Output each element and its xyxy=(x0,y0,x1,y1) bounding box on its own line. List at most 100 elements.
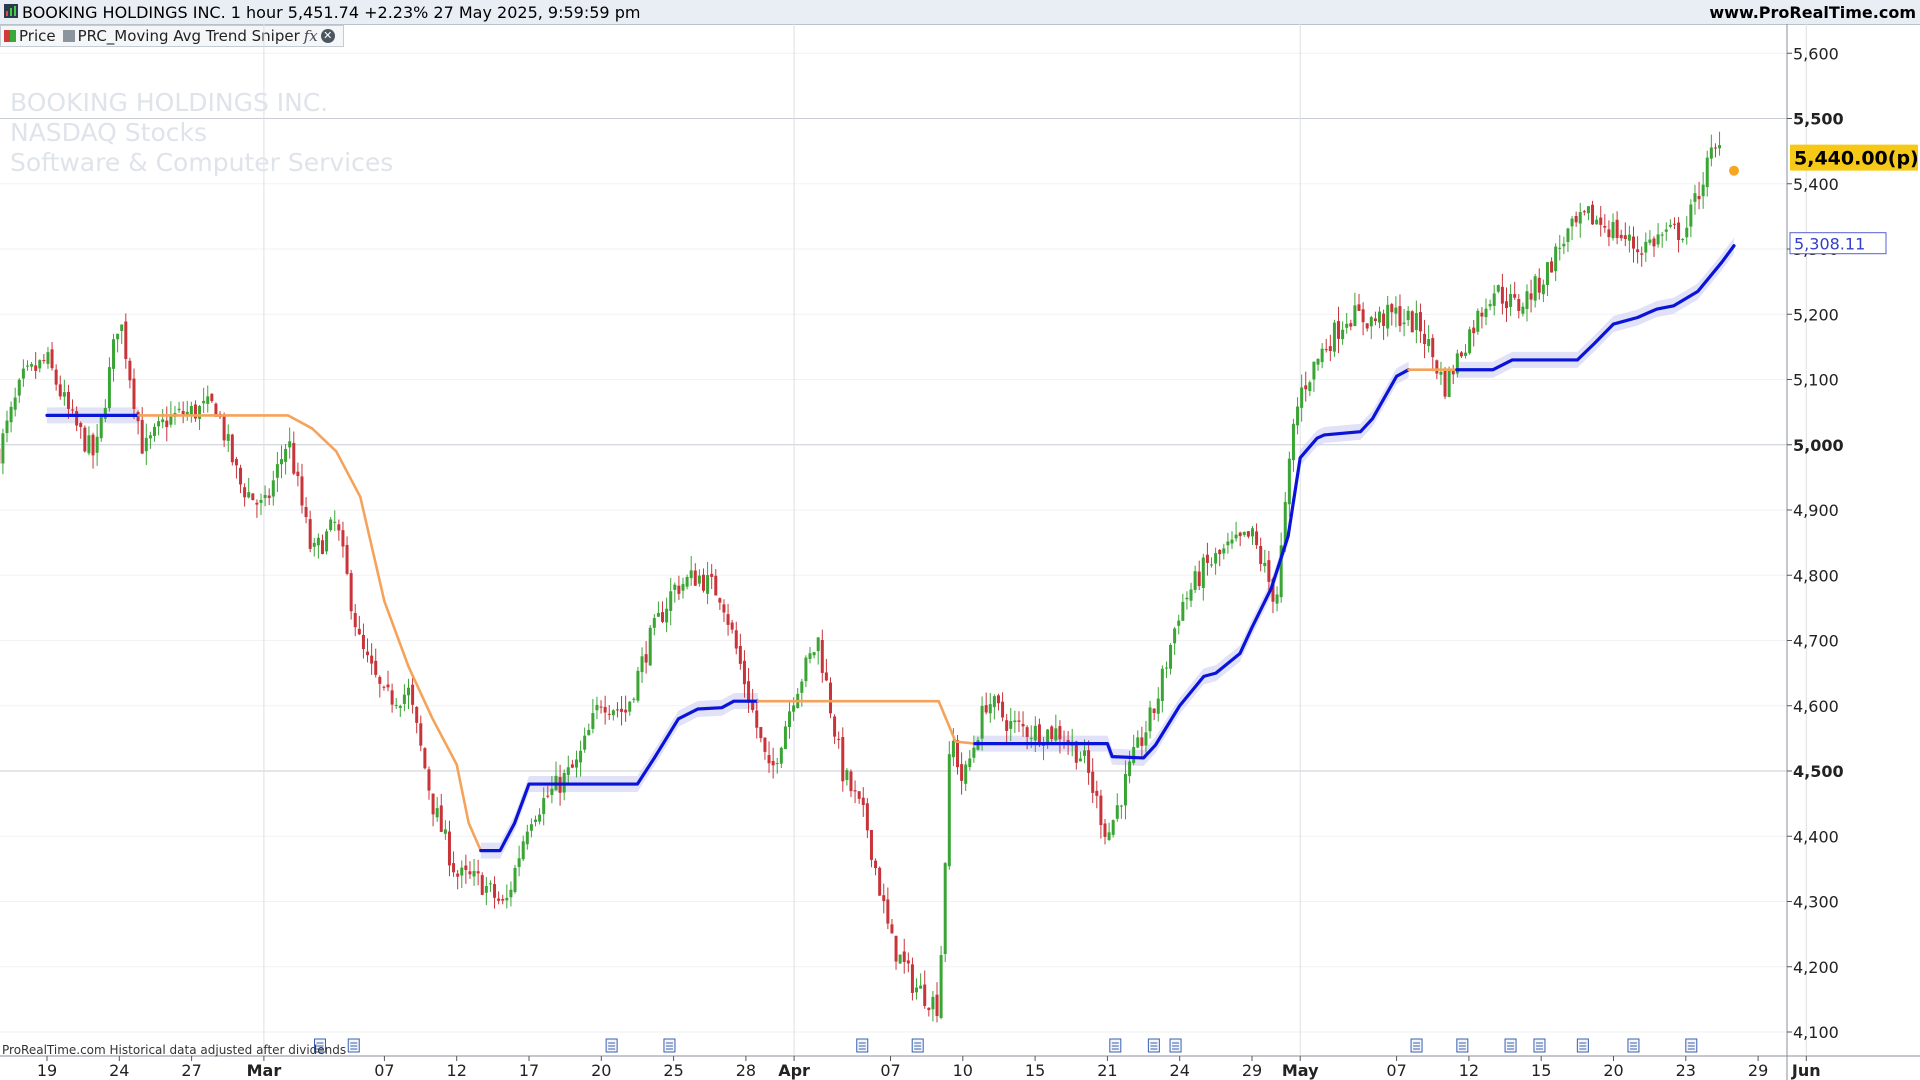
candle-body xyxy=(1173,628,1177,644)
candle-body xyxy=(1447,368,1451,397)
candle-body xyxy=(202,400,206,404)
candle-body xyxy=(1615,219,1619,238)
candle-body xyxy=(165,420,169,428)
candle-body xyxy=(1226,541,1230,546)
candle-body xyxy=(710,573,714,577)
candle-body xyxy=(1324,349,1328,351)
trend-line-up xyxy=(1455,244,1736,372)
candle-body xyxy=(767,755,771,764)
candle-body xyxy=(804,657,808,682)
trend-band-area xyxy=(480,693,758,859)
candle-body xyxy=(783,726,787,750)
candle-body xyxy=(1566,228,1570,242)
candle-body xyxy=(1054,728,1058,741)
candle-body xyxy=(1320,348,1324,363)
candle-body xyxy=(1357,304,1361,311)
candle-body xyxy=(665,608,669,623)
candle-body xyxy=(1541,284,1545,295)
candle-body xyxy=(1353,305,1357,326)
candle-body xyxy=(99,415,103,439)
candle-body xyxy=(1386,304,1390,329)
candle-body xyxy=(1267,560,1271,582)
candle-body xyxy=(685,577,689,587)
candle-body xyxy=(501,899,505,901)
candle-body xyxy=(1525,291,1529,310)
candle-body xyxy=(538,814,542,822)
candle-body xyxy=(1607,229,1611,238)
candle-body xyxy=(808,653,812,659)
candle-body xyxy=(1558,247,1562,249)
candle-body xyxy=(1037,724,1041,745)
candle-body xyxy=(833,716,837,737)
candle-body xyxy=(1705,157,1709,188)
candle-body xyxy=(124,321,128,359)
candle-body xyxy=(1718,145,1722,149)
candle-body xyxy=(353,612,357,628)
candle-body xyxy=(1332,322,1336,352)
candle-body xyxy=(320,540,324,555)
candle-body xyxy=(427,769,431,791)
y-tick-label: 5,200 xyxy=(1793,305,1839,324)
candle-body xyxy=(865,803,869,831)
candle-body xyxy=(1046,729,1050,743)
y-tick-label: 5,000 xyxy=(1793,436,1844,455)
price-chart[interactable]: 4,100 4,200 4,300 4,400 4,500 4,600 4,700 4,800… xyxy=(0,24,1920,1080)
candle-body xyxy=(726,614,730,625)
candle-body xyxy=(1468,329,1472,354)
candle-body xyxy=(1472,327,1476,334)
candle-body xyxy=(386,684,390,688)
candle-body xyxy=(239,467,243,485)
y-tick-label: 4,100 xyxy=(1793,1023,1839,1042)
candle-body xyxy=(1521,306,1525,314)
candle-body xyxy=(886,899,890,924)
legend-indicator[interactable]: PRC_Moving Avg Trend Sniper fx ✕ xyxy=(62,27,335,45)
candle-body xyxy=(370,655,374,664)
candle-body xyxy=(534,819,538,822)
candle-body xyxy=(1259,545,1263,564)
candle-body xyxy=(669,591,673,611)
candle-body xyxy=(648,627,652,666)
candle-body xyxy=(931,996,935,1010)
y-tick-label: 5,100 xyxy=(1793,371,1839,390)
candle-body xyxy=(955,740,959,768)
candle-body xyxy=(1373,318,1377,322)
candle-body xyxy=(493,884,497,898)
candle-body xyxy=(583,735,587,750)
candle-body xyxy=(456,873,460,877)
site-link[interactable]: www.ProRealTime.com xyxy=(1709,3,1916,22)
candle-body xyxy=(333,521,337,523)
candle-body xyxy=(591,713,595,729)
candle-body xyxy=(1672,223,1676,225)
candle-body xyxy=(1562,243,1566,247)
x-tick-label: 12 xyxy=(1459,1061,1479,1080)
candle-body xyxy=(103,408,107,419)
candle-body xyxy=(837,738,841,740)
candle-body xyxy=(1152,708,1156,714)
trend-line-up xyxy=(479,699,760,853)
close-icon[interactable]: ✕ xyxy=(320,29,335,43)
candle-body xyxy=(1033,725,1037,741)
y-tick-label: 4,700 xyxy=(1793,632,1839,651)
candle-body xyxy=(1296,406,1300,426)
candle-body xyxy=(1697,195,1701,200)
candle-body xyxy=(1513,294,1517,298)
fx-icon[interactable]: fx xyxy=(303,27,318,45)
x-tick-label: May xyxy=(1282,1061,1319,1080)
candle-body xyxy=(251,493,255,501)
y-tick-label: 5,500 xyxy=(1793,110,1844,129)
candle-body xyxy=(1181,601,1185,621)
x-tick-label: 10 xyxy=(953,1061,973,1080)
candle-body xyxy=(329,519,333,531)
candle-body xyxy=(312,542,316,547)
candle-body xyxy=(288,441,292,448)
candle-body xyxy=(947,754,951,867)
candle-body xyxy=(1423,333,1427,345)
candle-body xyxy=(828,682,832,714)
candle-body xyxy=(234,459,238,466)
candle-body xyxy=(398,705,402,708)
legend-price[interactable]: Price xyxy=(4,27,56,45)
x-tick-label: 19 xyxy=(37,1061,57,1080)
candle-body xyxy=(599,706,603,708)
trend-line-up xyxy=(973,368,1411,760)
candle-body xyxy=(570,764,574,768)
